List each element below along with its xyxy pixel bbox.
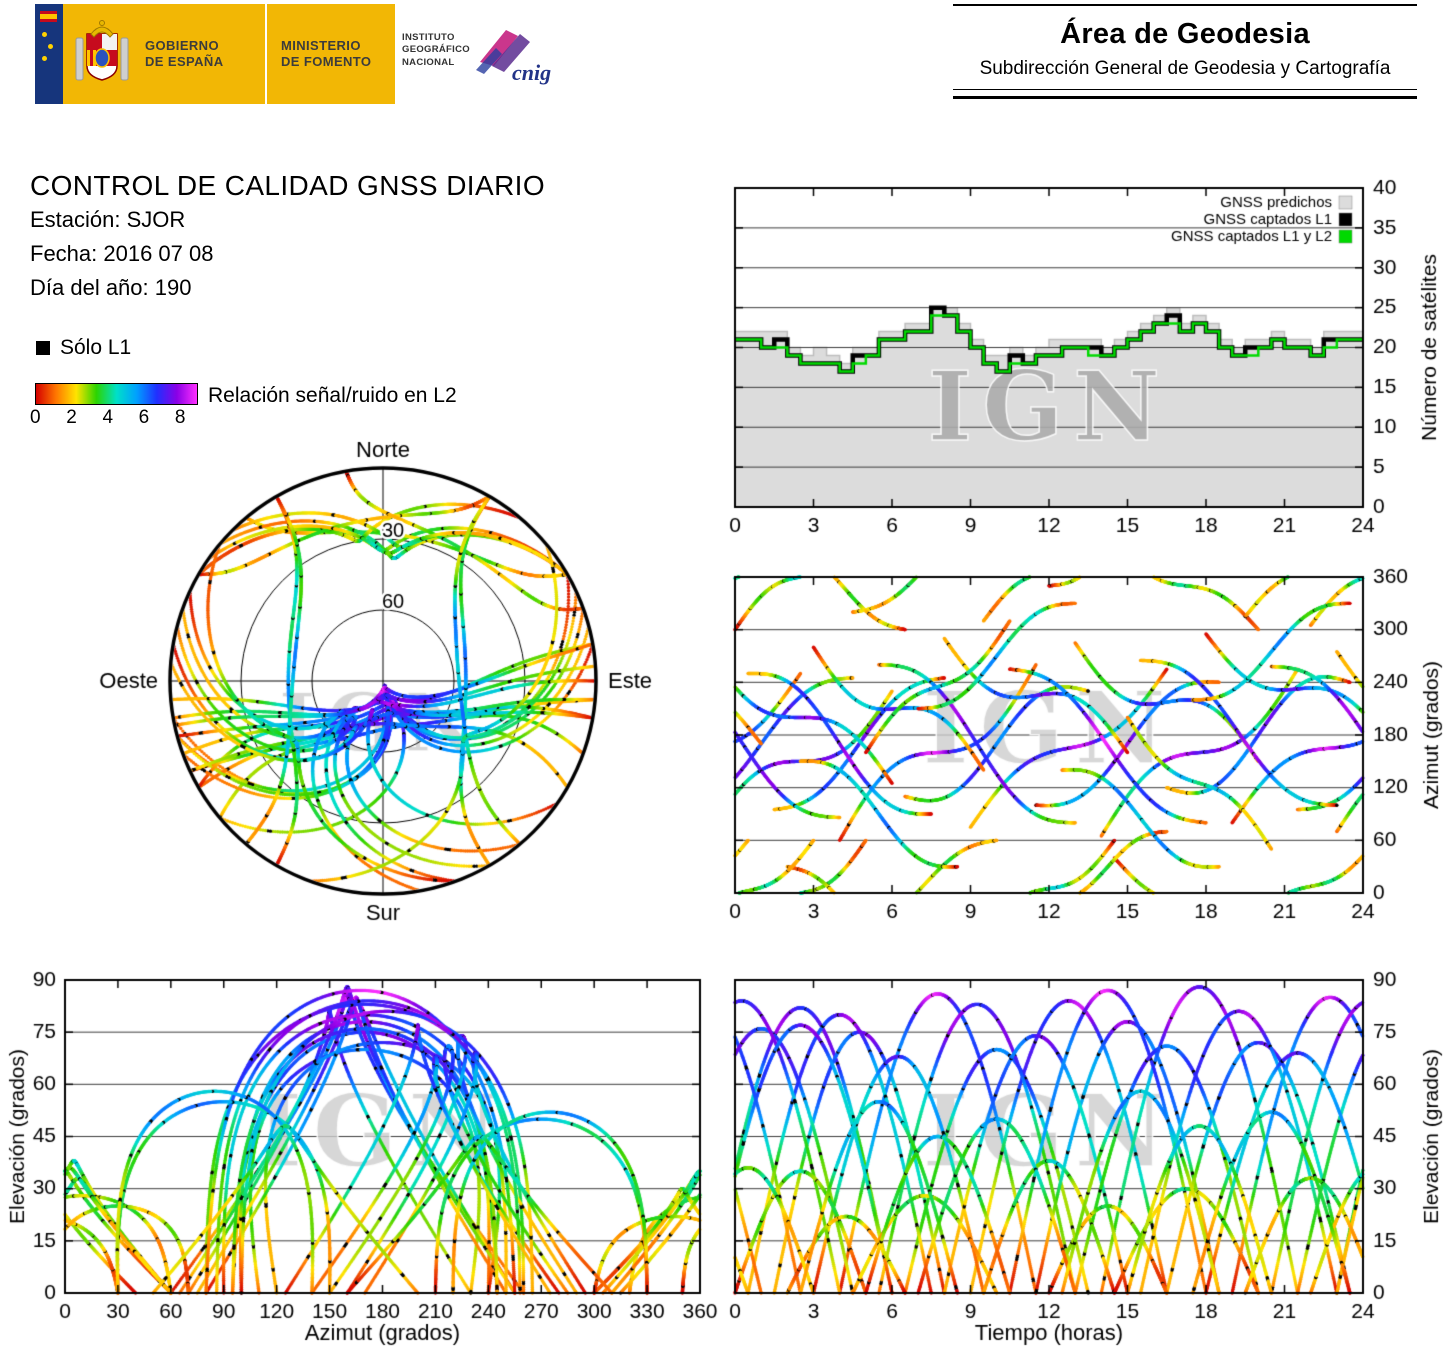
colorbar-tick: 6 (138, 407, 150, 428)
cnig-logo: cnig (476, 30, 551, 85)
header-rule (953, 89, 1417, 99)
spain-flag-icon (40, 11, 57, 22)
gobierno-text: GOBIERNO DE ESPAÑA (141, 4, 267, 104)
solo-l1-legend: Sólo L1 (36, 336, 131, 360)
area-subtitle: Subdirección General de Geodesia y Carto… (979, 58, 1391, 79)
satellite-count-chart (690, 170, 1445, 545)
elevation-azimuth-chart (0, 955, 735, 1350)
gobierno-line2: DE ESPAÑA (145, 54, 224, 69)
colorbar-tick: 0 (30, 407, 41, 428)
area-title: Área de Geodesia (1060, 18, 1310, 50)
instituto-line1: INSTITUTO (402, 32, 455, 43)
skyplot-chart (75, 435, 695, 945)
ministerio-line1: MINISTERIO (281, 37, 361, 53)
star-icon (42, 56, 47, 61)
colorbar-tick: 8 (174, 407, 186, 428)
cnig-logo-text: cnig (512, 60, 551, 85)
colorbar-tick: 2 (66, 407, 77, 428)
page-title: CONTROL DE CALIDAD GNSS DIARIO (30, 170, 546, 201)
snr-colorbar (35, 383, 198, 405)
solo-l1-label: Sólo L1 (60, 336, 132, 359)
star-icon (48, 44, 53, 49)
instituto-line2: GEOGRÁFICO (402, 44, 470, 56)
azimuth-time-chart (690, 562, 1445, 937)
elevation-time-chart (690, 955, 1445, 1350)
spain-coat-of-arms-icon (75, 20, 129, 81)
solo-l1-swatch (36, 341, 50, 355)
ministerio-text: MINISTERIO DE FOMENTO (267, 4, 395, 104)
doy-label: Día del año: 190 (30, 275, 192, 300)
station-label: Estación: SJOR (30, 207, 186, 232)
date-label: Fecha: 2016 07 08 (30, 241, 214, 266)
flag-strip (35, 4, 63, 104)
instituto-line3: NACIONAL (402, 56, 455, 68)
ministerio-line2: DE FOMENTO (281, 54, 372, 69)
instituto-geografico-text: INSTITUTO GEOGRÁFICO NACIONAL (402, 32, 470, 69)
colorbar-ticks: 0 2 4 6 8 (30, 407, 215, 428)
coat-of-arms-wrap (63, 4, 141, 104)
colorbar-tick: 4 (102, 407, 114, 428)
star-icon (42, 32, 47, 37)
gobierno-logo-band: GOBIERNO DE ESPAÑA MINISTERIO DE FOMENTO (35, 4, 395, 104)
geodesia-header: Área de Geodesia Subdirección General de… (953, 4, 1417, 99)
colorbar-label: Relación señal/ruido en L2 (208, 384, 457, 407)
gobierno-line1: GOBIERNO (145, 37, 219, 53)
